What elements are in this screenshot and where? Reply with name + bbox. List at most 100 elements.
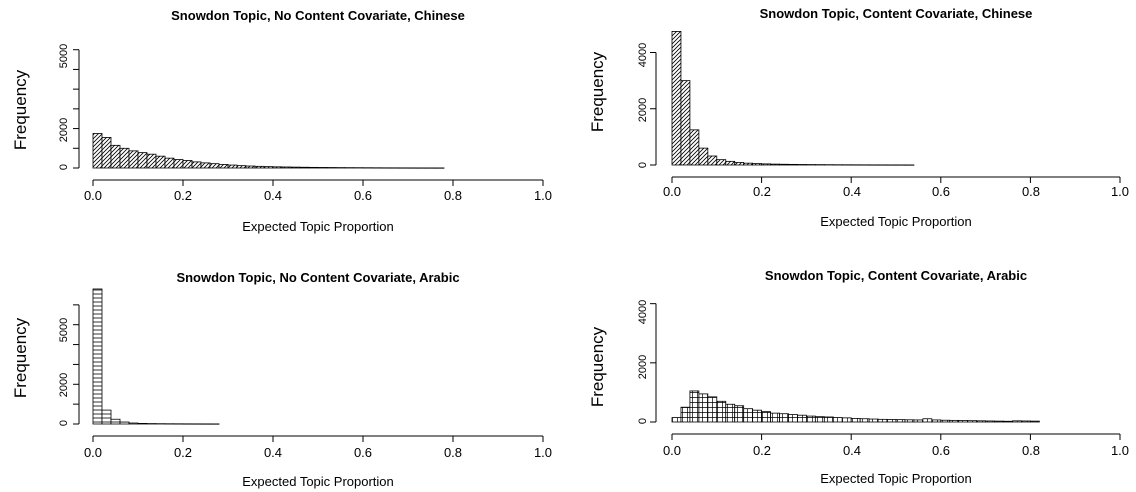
histogram-bar [716,159,727,166]
x-tick-label: 1.0 [534,188,552,203]
histogram-bar [725,403,736,423]
x-tick-label: 1.0 [1111,184,1129,199]
chart-title: Snowdon Topic, Content Covariate, Arabic [765,268,1027,283]
histogram-bar [788,414,798,423]
y-axis-label: Frequency [11,317,30,398]
histogram-bar [779,413,789,423]
chart-title: Snowdon Topic, No Content Covariate, Ara… [176,270,459,285]
histogram-bar [698,147,709,166]
histogram-bar [272,166,283,169]
histogram-bar [779,163,789,166]
histogram-bar [164,157,175,169]
histogram-bar [913,419,924,423]
x-tick-label: 0.0 [84,188,102,203]
histogram-bar [671,31,682,166]
histogram-bar [761,163,771,166]
histogram-bar [209,163,220,169]
histogram-bar [236,165,247,169]
x-tick-label: 0.6 [354,445,372,460]
x-tick-label: 0.2 [174,188,192,203]
histogram-bar [155,155,166,169]
histogram-bar [788,163,798,166]
histogram-bar [931,419,942,423]
histogram-bar [698,393,709,423]
histogram-bar [281,166,292,169]
histogram-bar [671,417,682,423]
histogram-bar [128,422,139,425]
y-tick-label: 0 [58,420,70,426]
histogram-bar [976,420,987,423]
histogram-bar [689,390,700,423]
x-tick-label: 1.0 [1111,443,1129,458]
x-axis-label: Expected Topic Proportion [242,219,394,234]
histogram-bar [716,400,727,423]
x-tick-label: 0.0 [663,184,681,199]
histogram-bar [985,420,995,423]
histogram-bar [922,418,933,423]
histogram-bar [689,129,700,166]
chart-title: Snowdon Topic, Content Covariate, Chines… [760,6,1033,21]
histogram-bar [254,165,265,169]
histogram-bar [886,419,897,423]
marks-layer [73,31,1121,442]
histogram-bar [949,419,960,423]
y-axis-label: Frequency [11,69,30,150]
histogram-bar [119,421,130,425]
histogram-panel-4 [650,303,1121,440]
histogram-bar [92,288,103,425]
histogram-bar [182,160,193,169]
y-tick-label: 0 [58,164,70,170]
histogram-bar [859,418,870,423]
histogram-bar [770,163,780,166]
histogram-bar [218,164,229,169]
x-tick-label: 0.4 [264,445,282,460]
y-tick-labels: 0 2000 5000 [58,44,70,170]
x-tick-label: 0.6 [932,184,950,199]
x-tick-label: 0.0 [84,445,102,460]
y-tick-label: 5000 [58,318,70,342]
histogram-bar [110,418,121,425]
histogram-bar [904,419,915,423]
x-tick-label: 0.8 [444,445,462,460]
histogram-bar [832,417,843,423]
histogram-bar [290,166,301,169]
x-axis-label: Expected Topic Proportion [242,474,394,489]
panel-chinese-covariate: Snowdon Topic, Content Covariate, Chines… [588,6,1129,229]
y-tick-label: 2000 [58,118,70,142]
histogram-bar [308,166,319,169]
histogram-bar [680,80,691,166]
x-tick-label: 0.0 [663,443,681,458]
histogram-bar [797,164,807,166]
x-tick-label: 0.2 [753,443,771,458]
x-tick-label: 0.4 [264,188,282,203]
histogram-bar [1021,420,1031,423]
histogram-bar [841,417,852,423]
histogram-bar [797,414,807,423]
histogram-bar [725,160,736,166]
y-tick-label: 2000 [637,355,649,379]
histogram-bar [806,415,816,423]
histogram-bar [299,166,310,169]
histogram-bar [958,420,969,423]
y-axis-label: Frequency [588,326,607,407]
y-tick-labels: 0 2000 4000 [637,43,649,168]
x-tick-label: 1.0 [534,445,552,460]
histogram-bar [743,408,754,423]
x-tick-labels: 0.0 0.2 0.4 0.6 0.8 1.0 [663,443,1129,458]
histogram-bar [1003,420,1013,423]
histogram-panel-3 [73,288,544,442]
histogram-panel-2 [650,31,1121,183]
x-tick-labels: 0.0 0.2 0.4 0.6 0.8 1.0 [84,445,552,460]
x-tick-label: 0.8 [1022,184,1040,199]
histogram-bar [92,133,103,169]
histogram-bar [101,137,112,169]
x-tick-label: 0.6 [932,443,950,458]
x-tick-label: 0.2 [174,445,192,460]
histogram-bar [994,420,1004,423]
histogram-bar [895,419,906,423]
y-tick-label: 2000 [58,373,70,397]
histogram-bar [137,152,148,169]
histogram-bar [770,412,780,423]
histogram-bar [707,396,718,423]
